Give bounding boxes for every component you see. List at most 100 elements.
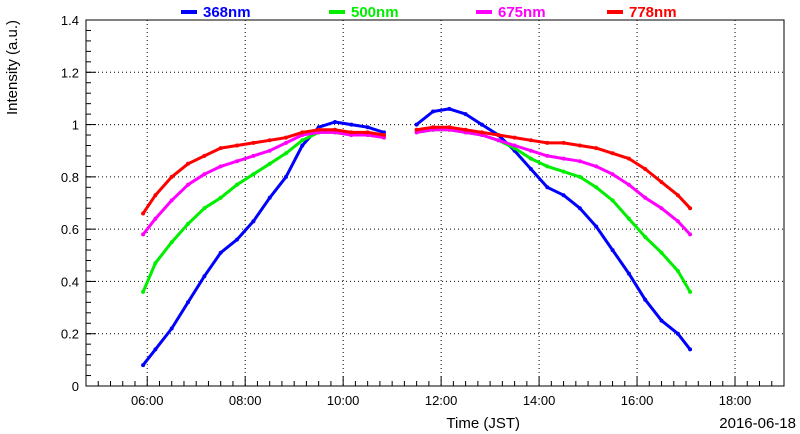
data-point bbox=[610, 198, 615, 203]
data-point bbox=[284, 151, 288, 156]
data-point bbox=[688, 232, 693, 237]
data-point bbox=[267, 161, 272, 166]
data-point bbox=[561, 156, 566, 161]
data-point bbox=[186, 182, 190, 187]
data-point bbox=[349, 130, 354, 135]
data-point bbox=[202, 274, 207, 279]
series-line bbox=[141, 128, 385, 215]
data-point bbox=[235, 159, 239, 164]
data-point bbox=[594, 164, 599, 169]
legend-label-1: 368nm bbox=[203, 4, 251, 21]
data-point bbox=[431, 125, 435, 130]
data-point bbox=[594, 146, 599, 151]
data-point bbox=[414, 127, 419, 132]
data-point bbox=[349, 122, 354, 127]
data-point bbox=[153, 347, 158, 352]
x-axis-title: Time (JST) bbox=[446, 415, 520, 432]
x-tick-label: 16:00 bbox=[621, 393, 654, 408]
data-point bbox=[577, 159, 582, 164]
data-point bbox=[267, 148, 272, 153]
x-tick-label: 10:00 bbox=[327, 393, 360, 408]
legend-item: 368nm bbox=[181, 4, 251, 21]
data-point bbox=[382, 133, 386, 137]
legend-item: 500nm bbox=[329, 4, 399, 21]
data-point bbox=[284, 140, 288, 145]
legend-item: 778nm bbox=[607, 4, 677, 21]
data-point bbox=[141, 363, 146, 368]
data-point bbox=[251, 140, 256, 145]
data-point bbox=[479, 122, 484, 127]
series-line bbox=[141, 130, 385, 236]
data-point bbox=[561, 169, 566, 174]
data-point bbox=[431, 109, 435, 114]
data-point bbox=[447, 125, 452, 130]
data-point bbox=[528, 148, 533, 153]
x-tick-label: 18:00 bbox=[719, 393, 752, 408]
data-point bbox=[675, 331, 680, 336]
series-line bbox=[141, 120, 385, 367]
plot-frame bbox=[85, 19, 785, 387]
legend-item: 675nm bbox=[476, 4, 546, 21]
data-point bbox=[545, 153, 550, 158]
series-line bbox=[415, 107, 692, 351]
series-4 bbox=[141, 125, 693, 216]
data-point bbox=[218, 250, 223, 255]
data-point bbox=[463, 127, 468, 132]
data-point bbox=[251, 219, 256, 224]
data-point bbox=[300, 130, 305, 135]
y-tick-label: 1 bbox=[72, 118, 79, 133]
data-point bbox=[675, 219, 680, 224]
data-point bbox=[153, 261, 158, 266]
data-point bbox=[202, 206, 207, 211]
data-point bbox=[316, 127, 321, 132]
data-point bbox=[610, 172, 615, 177]
data-point bbox=[659, 318, 664, 323]
data-point bbox=[594, 224, 599, 229]
data-point bbox=[141, 289, 146, 294]
data-point bbox=[626, 271, 631, 276]
data-point bbox=[688, 289, 693, 294]
data-point bbox=[169, 198, 174, 203]
data-point bbox=[463, 112, 468, 117]
data-point bbox=[512, 143, 517, 148]
y-tick-label: 0.2 bbox=[61, 327, 79, 342]
data-point bbox=[577, 174, 582, 179]
data-point bbox=[659, 206, 664, 211]
data-point bbox=[626, 182, 631, 187]
data-point bbox=[561, 193, 566, 198]
legend-label-2: 500nm bbox=[351, 4, 399, 21]
data-point bbox=[643, 167, 648, 171]
data-point bbox=[626, 156, 631, 161]
data-point bbox=[643, 297, 648, 302]
data-point bbox=[202, 172, 207, 177]
data-point bbox=[153, 193, 158, 198]
data-point bbox=[643, 195, 648, 200]
y-tick-label: 1.2 bbox=[61, 65, 79, 80]
data-point bbox=[414, 122, 419, 127]
series-line bbox=[416, 125, 692, 210]
data-point bbox=[300, 138, 305, 143]
data-point bbox=[218, 146, 223, 151]
legend: 368nm 500nm 675nm 778nm bbox=[181, 4, 677, 21]
series-layer bbox=[141, 106, 693, 368]
series-1 bbox=[141, 106, 693, 368]
data-point bbox=[251, 153, 256, 158]
data-point bbox=[594, 185, 599, 190]
data-point bbox=[561, 140, 566, 145]
ticks: 06:00 08:00 10:00 12:00 14:00 16:00 18:00 0 0.2 0… bbox=[61, 13, 785, 408]
data-point bbox=[169, 326, 174, 331]
data-point bbox=[528, 156, 533, 161]
data-point bbox=[235, 182, 239, 187]
data-point bbox=[675, 269, 680, 273]
series-line bbox=[416, 128, 692, 236]
y-tick-label: 0.4 bbox=[61, 274, 79, 289]
y-axis-title: Intensity (a.u.) bbox=[4, 20, 21, 115]
x-tick-label: 14:00 bbox=[523, 393, 556, 408]
data-point bbox=[267, 195, 272, 200]
data-point bbox=[688, 347, 693, 352]
data-point bbox=[186, 300, 190, 305]
date-label: 2016-06-18 bbox=[719, 415, 796, 432]
data-point bbox=[688, 206, 693, 211]
data-point bbox=[643, 235, 648, 239]
data-point bbox=[333, 127, 337, 132]
